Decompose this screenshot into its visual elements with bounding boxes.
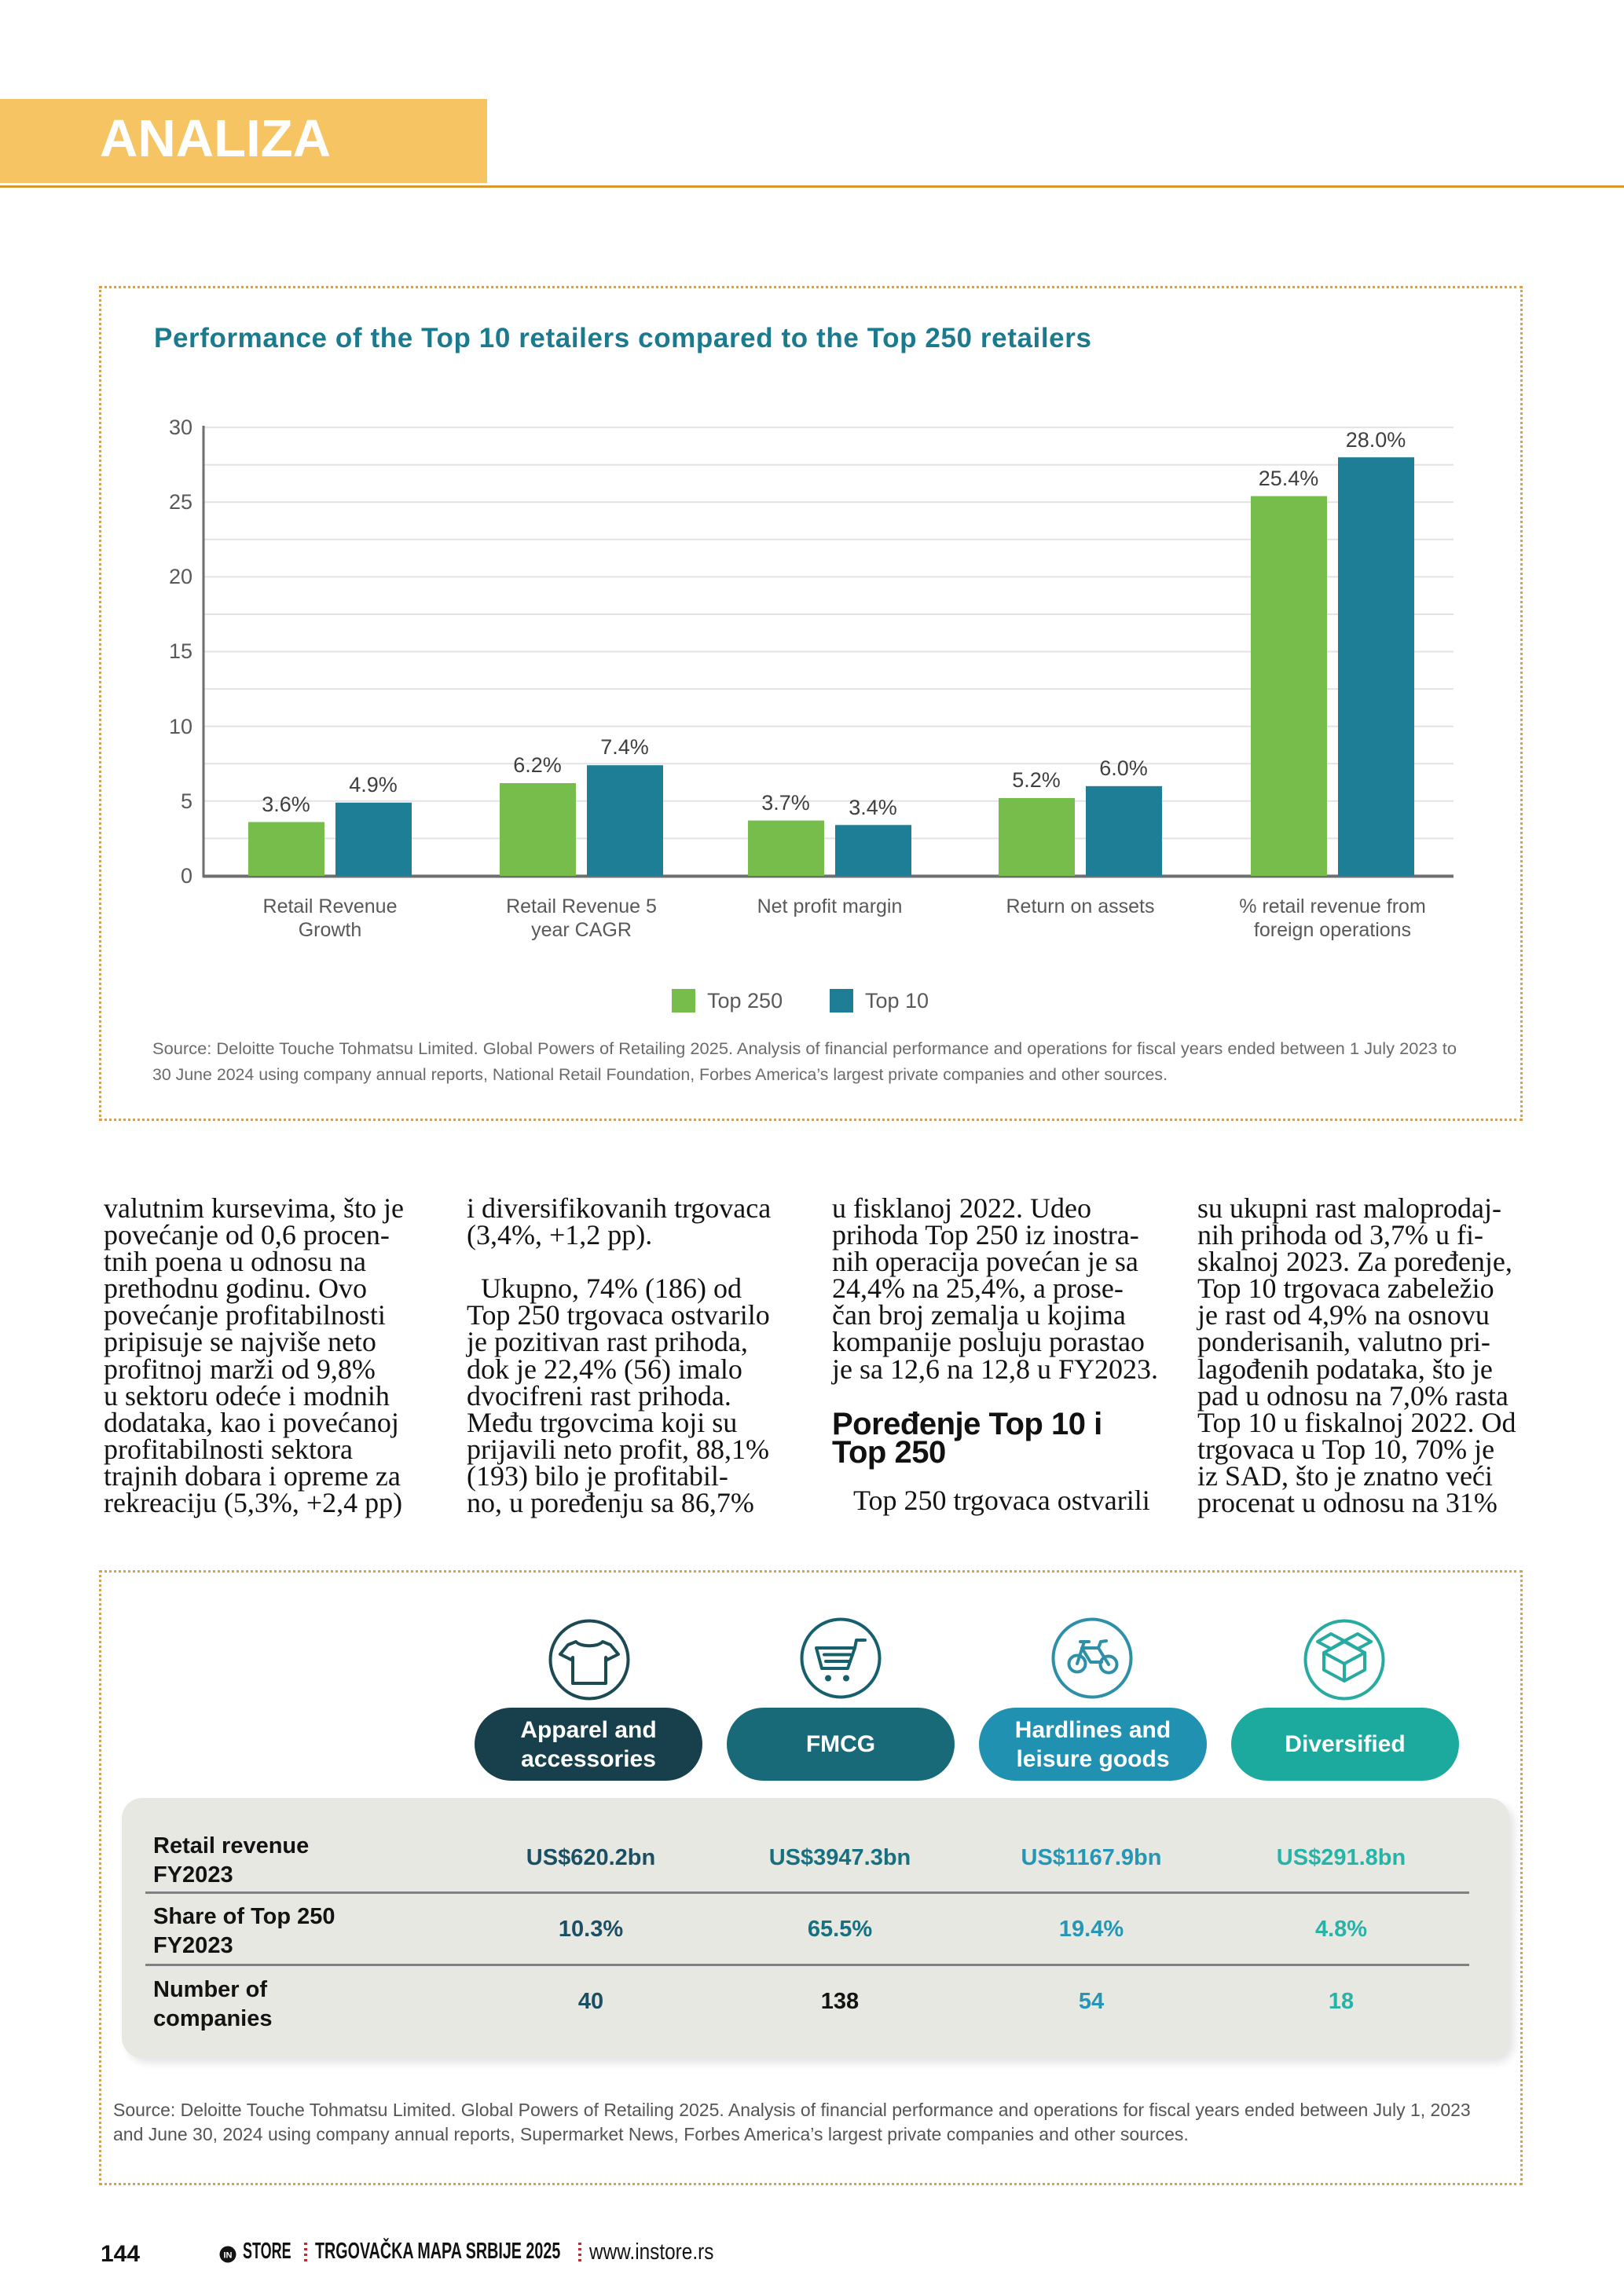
svg-text:20: 20 bbox=[169, 565, 192, 588]
svg-text:% retail revenue from: % retail revenue from bbox=[1239, 895, 1426, 917]
svg-text:30 June 2024 using company ann: 30 June 2024 using company annual report… bbox=[152, 1066, 1168, 1084]
svg-text:year CAGR: year CAGR bbox=[531, 919, 632, 941]
svg-text:25: 25 bbox=[169, 490, 192, 514]
svg-text:Retail Revenue 5: Retail Revenue 5 bbox=[506, 895, 657, 917]
svg-text:Growth: Growth bbox=[299, 919, 362, 941]
svg-text:0: 0 bbox=[181, 864, 192, 888]
svg-text:15: 15 bbox=[169, 639, 192, 663]
svg-text:7.4%: 7.4% bbox=[600, 735, 649, 759]
svg-text:5.2%: 5.2% bbox=[1012, 768, 1061, 792]
svg-text:foreign operations: foreign operations bbox=[1254, 919, 1411, 941]
svg-text:Top 250: Top 250 bbox=[707, 989, 783, 1013]
svg-text:5: 5 bbox=[181, 789, 192, 813]
svg-text:Source: Deloitte Touche Tohmat: Source: Deloitte Touche Tohmatsu Limited… bbox=[152, 1040, 1457, 1058]
svg-text:3.4%: 3.4% bbox=[849, 796, 897, 819]
svg-text:Net profit margin: Net profit margin bbox=[757, 895, 903, 917]
svg-text:Retail Revenue: Retail Revenue bbox=[263, 895, 398, 917]
svg-text:30: 30 bbox=[169, 416, 192, 439]
svg-text:6.2%: 6.2% bbox=[513, 753, 562, 777]
svg-text:10: 10 bbox=[169, 715, 192, 738]
svg-text:Top 10: Top 10 bbox=[865, 989, 929, 1013]
svg-text:6.0%: 6.0% bbox=[1099, 756, 1148, 780]
svg-text:4.9%: 4.9% bbox=[349, 773, 398, 796]
svg-text:3.7%: 3.7% bbox=[761, 791, 810, 815]
svg-text:3.6%: 3.6% bbox=[262, 793, 310, 816]
svg-text:IN: IN bbox=[224, 2251, 233, 2261]
svg-text:28.0%: 28.0% bbox=[1346, 428, 1406, 452]
svg-text:25.4%: 25.4% bbox=[1259, 467, 1319, 490]
svg-text:Return on assets: Return on assets bbox=[1006, 895, 1155, 917]
